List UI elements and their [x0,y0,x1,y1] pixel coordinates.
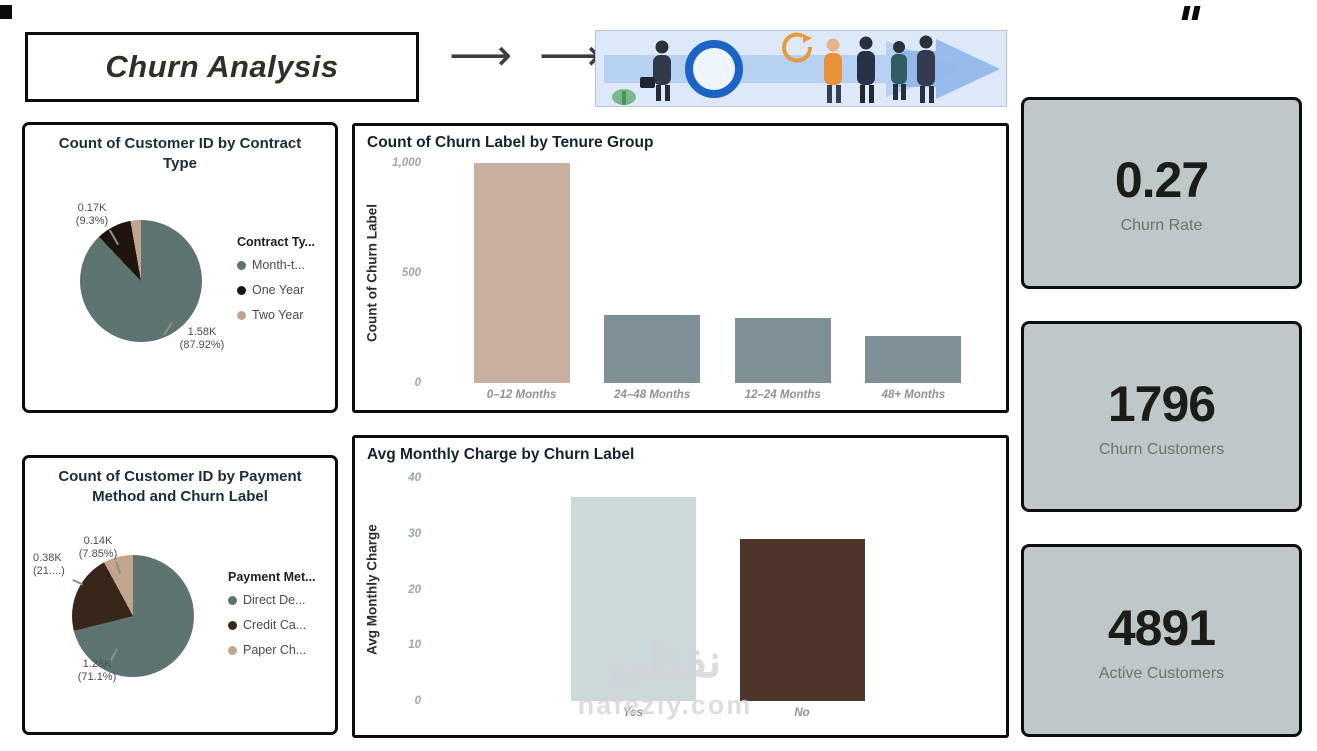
legend-item[interactable]: Two Year [237,308,339,322]
decorative-mark [1181,6,1191,20]
pie-callout: 0.38K (21....) [33,552,85,578]
y-axis-ticks: 40 30 20 10 0 [375,472,421,707]
pie-callout: 0.14K (7.85%) [67,535,129,561]
bar-Yes[interactable] [570,496,696,701]
legend-label: Credit Ca... [243,618,307,632]
legend-dot [237,285,246,295]
legend-dot [228,620,237,630]
category-label: Yes [622,707,644,719]
bar-plot-area [439,478,996,701]
legend-label: Month-t... [252,258,305,272]
chart-title: Count of Customer ID by Contract Type [58,135,302,172]
y-tick-label: 20 [408,583,421,596]
bar-48+ Months[interactable] [865,335,962,383]
callout-percent: (7.85%) [78,548,118,561]
legend-title: Payment Met... [228,570,316,584]
report-title-box: Churn Analysis [25,32,419,102]
legend-item[interactable]: Direct De... [228,593,340,607]
legend-dot [228,595,237,605]
chart-title: Count of Customer ID by Payment Method a… [58,468,302,505]
legend-label: Two Year [252,308,304,322]
callout-value: 1.28K [82,658,112,670]
y-tick-label: 0 [414,377,421,389]
y-tick-label: 10 [408,639,421,652]
kpi-card-active-customers[interactable]: 4891 Active Customers [1021,544,1302,737]
kpi-value: 0.27 [1114,152,1209,208]
legend-label: One Year [252,283,305,297]
legend-label: Direct De... [243,593,306,607]
panel-contract-type-pie: Count of Customer ID by Contract Type 0.… [22,122,338,413]
callout-value: 0.17K [77,202,107,214]
category-label: 24–48 Months [614,389,691,401]
bar-0–12 Months[interactable] [473,163,570,383]
callout-value: 1.58K [187,326,217,338]
kpi-value: 1796 [1107,375,1216,432]
business-people-illustration-svg [596,31,1006,106]
decorative-mark [0,5,12,19]
legend-dot [237,310,246,320]
y-tick-label: 1,000 [392,157,421,169]
pie-chart-payment-method[interactable] [72,555,194,677]
category-label: 48+ Months [881,389,946,401]
kpi-label: Active Customers [1098,664,1225,682]
y-tick-label: 0 [414,695,421,707]
kpi-card-churn-customers[interactable]: 1796 Churn Customers [1021,321,1302,512]
legend-title: Contract Ty... [237,235,316,249]
pie-callout: 1.28K (71.1%) [65,658,129,684]
panel-tenure-bar-chart: Count of Churn Label by Tenure Group Cou… [352,123,1009,413]
chart-title: Avg Monthly Charge by Churn Label [367,446,635,463]
callout-percent: (87.92%) [179,339,225,352]
panel-payment-method-pie: Count of Customer ID by Payment Method a… [22,455,338,735]
kpi-card-churn-rate[interactable]: 0.27 Churn Rate [1021,97,1302,289]
x-axis-categories: Yes No [439,707,996,719]
right-arrow-icon: ⟶ [449,30,513,81]
bar-12–24 Months[interactable] [734,318,831,383]
legend-dot [237,260,246,270]
y-tick-label: 40 [408,472,421,484]
callout-value: 0.38K [33,552,62,564]
callout-percent: (71.1%) [77,671,117,684]
callout-percent: (9.3%) [75,215,109,228]
panel-monthly-charge-bar-chart: Avg Monthly Charge by Churn Label Avg Mo… [352,435,1009,738]
legend-item[interactable]: Paper Ch... [228,643,340,657]
category-label: 12–24 Months [744,389,821,401]
page-title: Churn Analysis [105,49,339,84]
category-label: No [794,707,810,719]
callout-value: 0.14K [83,535,113,547]
header-illustration [595,30,1007,107]
legend-item[interactable]: Credit Ca... [228,618,340,632]
legend-item[interactable]: Month-t... [237,258,339,272]
legend-payment-method: Payment Met... Direct De... Credit Ca... P… [228,570,340,668]
y-tick-label: 500 [401,267,421,279]
kpi-label: Churn Rate [1120,217,1203,234]
bar-plot-area [439,163,996,383]
legend-label: Paper Ch... [243,643,307,657]
kpi-label: Churn Customers [1098,440,1225,458]
bar-No[interactable] [739,539,865,701]
kpi-value: 4891 [1107,599,1216,656]
pie-callout: 1.58K (87.92%) [159,326,245,352]
callout-leader-line [72,579,84,586]
legend-item[interactable]: One Year [237,283,339,297]
legend-dot [228,645,237,655]
category-label: 0–12 Months [486,389,557,401]
pie-chart-contract-type[interactable] [80,220,202,342]
pie-callout: 0.17K (9.3%) [61,202,123,228]
chart-title: Count of Churn Label by Tenure Group [367,134,654,151]
y-tick-label: 30 [408,527,421,540]
right-arrow-icon: ⟶ [539,30,603,81]
callout-percent: (21....) [33,565,65,578]
bar-24–48 Months[interactable] [604,314,701,383]
decorative-mark [1191,6,1201,20]
legend-contract-type: Contract Ty... Month-t... One Year Two Yea… [237,235,339,333]
y-axis-ticks: 1,000 500 0 [375,157,421,389]
x-axis-categories: 0–12 Months 24–48 Months 12–24 Months 48+ M… [439,389,996,401]
